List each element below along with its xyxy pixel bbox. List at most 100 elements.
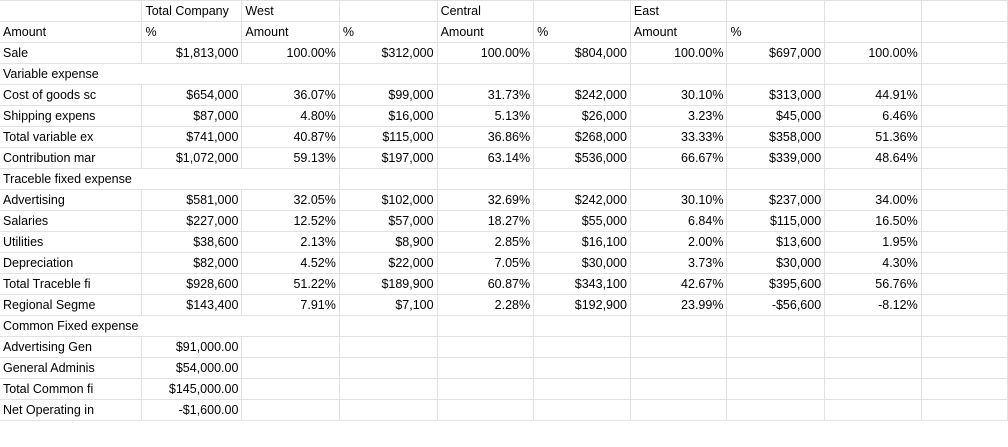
cell[interactable]: $227,000 xyxy=(141,210,243,232)
cell[interactable]: 5.13% xyxy=(437,105,535,127)
cell[interactable]: $313,000 xyxy=(726,84,826,106)
cell[interactable]: $26,000 xyxy=(533,105,631,127)
cell[interactable] xyxy=(921,315,1008,337)
cell[interactable] xyxy=(824,357,922,379)
cell[interactable] xyxy=(437,315,535,337)
cell[interactable]: $30,000 xyxy=(726,252,826,274)
cell[interactable]: 33.33% xyxy=(630,126,728,148)
row-label[interactable]: Total Common fi xyxy=(0,378,143,400)
cell[interactable] xyxy=(437,336,535,358)
cell[interactable] xyxy=(921,252,1008,274)
cell[interactable]: 40.87% xyxy=(241,126,340,148)
cell[interactable] xyxy=(726,63,826,85)
cell[interactable] xyxy=(437,399,535,421)
cell[interactable]: $928,600 xyxy=(141,273,243,295)
row-label[interactable]: Total Traceble fi xyxy=(0,273,143,295)
cell[interactable]: 30.10% xyxy=(630,84,728,106)
cell[interactable] xyxy=(921,378,1008,400)
cell[interactable] xyxy=(921,210,1008,232)
cell[interactable] xyxy=(241,378,340,400)
cell[interactable] xyxy=(921,126,1008,148)
cell[interactable]: $189,900 xyxy=(339,273,438,295)
cell[interactable] xyxy=(921,273,1008,295)
cell[interactable] xyxy=(437,357,535,379)
cell[interactable]: $55,000 xyxy=(533,210,631,232)
cell[interactable]: $30,000 xyxy=(533,252,631,274)
cell[interactable]: $804,000 xyxy=(533,42,631,64)
cell[interactable] xyxy=(726,0,826,22)
subheader-amount[interactable]: Amount xyxy=(630,21,728,43)
cell[interactable]: 7.91% xyxy=(241,294,340,316)
cell[interactable] xyxy=(921,336,1008,358)
cell[interactable]: $145,000.00 xyxy=(141,378,243,400)
cell[interactable]: 3.23% xyxy=(630,105,728,127)
cell[interactable] xyxy=(824,63,922,85)
cell[interactable] xyxy=(824,336,922,358)
cell[interactable]: 6.46% xyxy=(824,105,922,127)
cell[interactable]: $1,072,000 xyxy=(141,147,243,169)
row-label[interactable]: Regional Segme xyxy=(0,294,143,316)
cell[interactable]: $143,400 xyxy=(141,294,243,316)
cell[interactable]: $7,100 xyxy=(339,294,438,316)
cell[interactable] xyxy=(921,399,1008,421)
cell[interactable]: $268,000 xyxy=(533,126,631,148)
cell[interactable]: 42.67% xyxy=(630,273,728,295)
subheader-amount[interactable]: Amount xyxy=(241,21,340,43)
row-label[interactable]: Utilities xyxy=(0,231,143,253)
cell[interactable]: 100.00% xyxy=(241,42,340,64)
cell[interactable] xyxy=(437,63,535,85)
cell[interactable]: $343,100 xyxy=(533,273,631,295)
cell[interactable] xyxy=(339,336,438,358)
row-label[interactable]: Total variable ex xyxy=(0,126,143,148)
cell[interactable]: 66.67% xyxy=(630,147,728,169)
cell[interactable] xyxy=(533,378,631,400)
cell[interactable]: $87,000 xyxy=(141,105,243,127)
cell[interactable] xyxy=(921,84,1008,106)
cell[interactable] xyxy=(241,399,340,421)
cell[interactable]: $45,000 xyxy=(726,105,826,127)
cell[interactable] xyxy=(339,378,438,400)
cell[interactable]: -8.12% xyxy=(824,294,922,316)
cell[interactable] xyxy=(921,21,1008,43)
subheader-amount[interactable]: Amount xyxy=(0,21,143,43)
cell[interactable] xyxy=(630,357,728,379)
cell[interactable]: 6.84% xyxy=(630,210,728,232)
cell[interactable] xyxy=(921,189,1008,211)
cell[interactable]: $192,900 xyxy=(533,294,631,316)
cell[interactable] xyxy=(921,294,1008,316)
cell[interactable]: 4.30% xyxy=(824,252,922,274)
cell[interactable]: 51.36% xyxy=(824,126,922,148)
cell[interactable]: 48.64% xyxy=(824,147,922,169)
cell[interactable]: $82,000 xyxy=(141,252,243,274)
cell[interactable] xyxy=(533,63,631,85)
cell[interactable]: 2.85% xyxy=(437,231,535,253)
cell[interactable] xyxy=(339,315,438,337)
cell[interactable] xyxy=(824,399,922,421)
cell[interactable]: $115,000 xyxy=(339,126,438,148)
cell[interactable]: 36.07% xyxy=(241,84,340,106)
cell[interactable]: $654,000 xyxy=(141,84,243,106)
cell[interactable] xyxy=(241,315,340,337)
cell[interactable]: $91,000.00 xyxy=(141,336,243,358)
cell[interactable] xyxy=(241,336,340,358)
cell[interactable] xyxy=(726,357,826,379)
cell[interactable]: 12.52% xyxy=(241,210,340,232)
cell[interactable] xyxy=(339,357,438,379)
cell[interactable] xyxy=(921,42,1008,64)
row-label[interactable]: Sale xyxy=(0,42,143,64)
row-label[interactable]: General Adminis xyxy=(0,357,143,379)
cell[interactable]: $536,000 xyxy=(533,147,631,169)
cell[interactable] xyxy=(630,315,728,337)
cell[interactable] xyxy=(921,105,1008,127)
cell[interactable]: $242,000 xyxy=(533,84,631,106)
header-total-company[interactable]: Total Company xyxy=(141,0,243,22)
subheader-percent[interactable]: % xyxy=(141,21,243,43)
cell[interactable] xyxy=(824,0,922,22)
cell[interactable] xyxy=(141,63,242,85)
cell[interactable]: 44.91% xyxy=(824,84,922,106)
cell[interactable] xyxy=(630,336,728,358)
cell[interactable] xyxy=(630,399,728,421)
cell[interactable] xyxy=(533,315,631,337)
subheader-percent[interactable]: % xyxy=(533,21,631,43)
cell[interactable]: 100.00% xyxy=(630,42,728,64)
